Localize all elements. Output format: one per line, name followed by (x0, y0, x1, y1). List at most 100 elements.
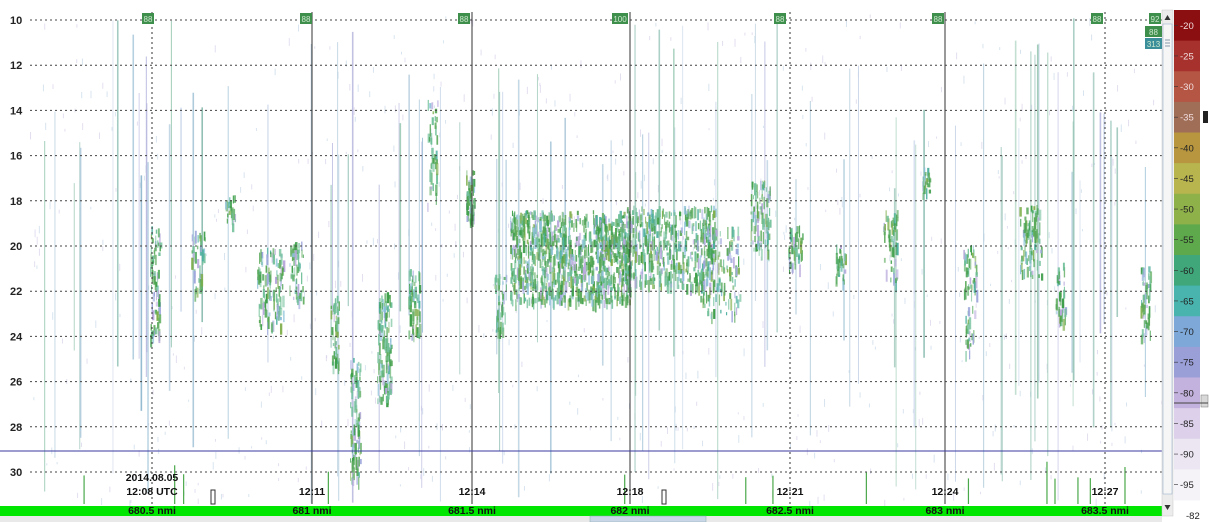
echo-return (688, 220, 691, 229)
noise-speck (102, 82, 104, 89)
echo-return (382, 372, 384, 386)
color-scale[interactable]: -20-25-30-35-40-45-50-55-60-65-70-75-80-… (1174, 10, 1200, 501)
echo-return (388, 308, 390, 318)
echo-return (608, 271, 611, 277)
noise-speck (215, 218, 217, 222)
echo-return (556, 250, 559, 260)
echo-return (603, 289, 606, 300)
noise-speck (655, 22, 657, 27)
echo-return (650, 243, 652, 255)
echo-return (612, 275, 614, 289)
echo-return (591, 275, 594, 285)
echo-return (584, 271, 587, 281)
echo-return (970, 244, 973, 256)
echo-return (544, 270, 547, 279)
echo-return (667, 276, 669, 287)
echo-return (726, 265, 728, 270)
echo-return (1147, 313, 1149, 320)
echo-return (576, 215, 580, 222)
echo-return (684, 238, 687, 250)
echo-return (616, 290, 619, 301)
noise-speck (872, 340, 874, 345)
echo-return (795, 232, 799, 242)
echo-return (925, 188, 928, 200)
echo-return (553, 297, 555, 310)
event-marker-2[interactable] (661, 489, 667, 505)
horizontal-scrollbar[interactable] (0, 516, 1162, 522)
echo-return (494, 276, 497, 283)
noise-speck (472, 19, 474, 27)
echo-return (473, 186, 476, 193)
color-scale-segment (1174, 193, 1200, 225)
echo-return (632, 245, 635, 249)
event-marker-1[interactable] (210, 489, 216, 505)
echo-return (689, 211, 692, 220)
vertical-scroll-thumb[interactable] (1162, 23, 1173, 495)
echo-return (204, 237, 206, 242)
noise-speck (936, 136, 938, 139)
echo-return (837, 273, 841, 277)
echo-return (152, 255, 155, 263)
noise-speck (428, 384, 430, 392)
echo-return (512, 232, 515, 241)
echo-return (635, 269, 637, 277)
threshold-marker-icon[interactable] (1174, 394, 1209, 408)
echo-return (606, 267, 609, 273)
noise-speck (442, 40, 444, 44)
echo-return (300, 289, 303, 302)
echo-return (434, 116, 436, 122)
echo-return (702, 272, 705, 281)
color-scale-label: -50 (1180, 205, 1194, 216)
scroll-up-arrow-icon[interactable] (1164, 15, 1171, 20)
echo-return (1034, 230, 1037, 240)
echo-return (150, 264, 153, 269)
noise-speck (172, 353, 174, 356)
echo-return (692, 223, 695, 227)
echo-return (617, 243, 619, 247)
echo-return (635, 207, 637, 215)
echo-return (714, 221, 716, 233)
echo-return (759, 197, 761, 205)
echo-return (677, 262, 681, 271)
echo-return (501, 305, 504, 318)
echo-return (618, 267, 620, 275)
noise-speck (272, 335, 274, 339)
noise-speck (999, 47, 1001, 50)
echo-return (633, 244, 636, 254)
echo-return (616, 245, 620, 258)
echo-return (554, 295, 557, 301)
echo-return (707, 235, 709, 246)
noise-speck (215, 451, 217, 459)
threshold-marker-top[interactable] (1203, 111, 1208, 123)
echo-return (687, 256, 690, 267)
horizontal-scroll-thumb[interactable] (589, 515, 707, 522)
time-label: 12:14 (459, 486, 486, 498)
echo-return (522, 240, 526, 254)
noise-speck (1053, 72, 1055, 80)
echo-return (705, 223, 708, 232)
echo-return (623, 270, 627, 283)
color-scale-label: -20 (1180, 21, 1194, 32)
echo-return (973, 282, 976, 293)
echo-return (705, 258, 708, 267)
noise-speck (155, 135, 157, 143)
noise-speck (201, 327, 203, 335)
echo-return (655, 251, 658, 261)
noise-speck (845, 19, 847, 27)
echo-return (600, 288, 602, 297)
scroll-down-arrow-icon[interactable] (1164, 505, 1171, 510)
noise-speck (349, 84, 351, 91)
echo-return (729, 275, 732, 282)
echo-return (334, 355, 337, 360)
echo-return (472, 178, 476, 187)
noise-speck (667, 427, 669, 434)
echo-return (927, 167, 930, 176)
echo-return (670, 212, 673, 216)
noise-speck (345, 60, 347, 67)
noise-speck (175, 355, 177, 363)
echo-return (1055, 311, 1058, 315)
noise-speck (197, 482, 199, 486)
noise-speck (859, 35, 861, 40)
echo-return (599, 299, 603, 304)
